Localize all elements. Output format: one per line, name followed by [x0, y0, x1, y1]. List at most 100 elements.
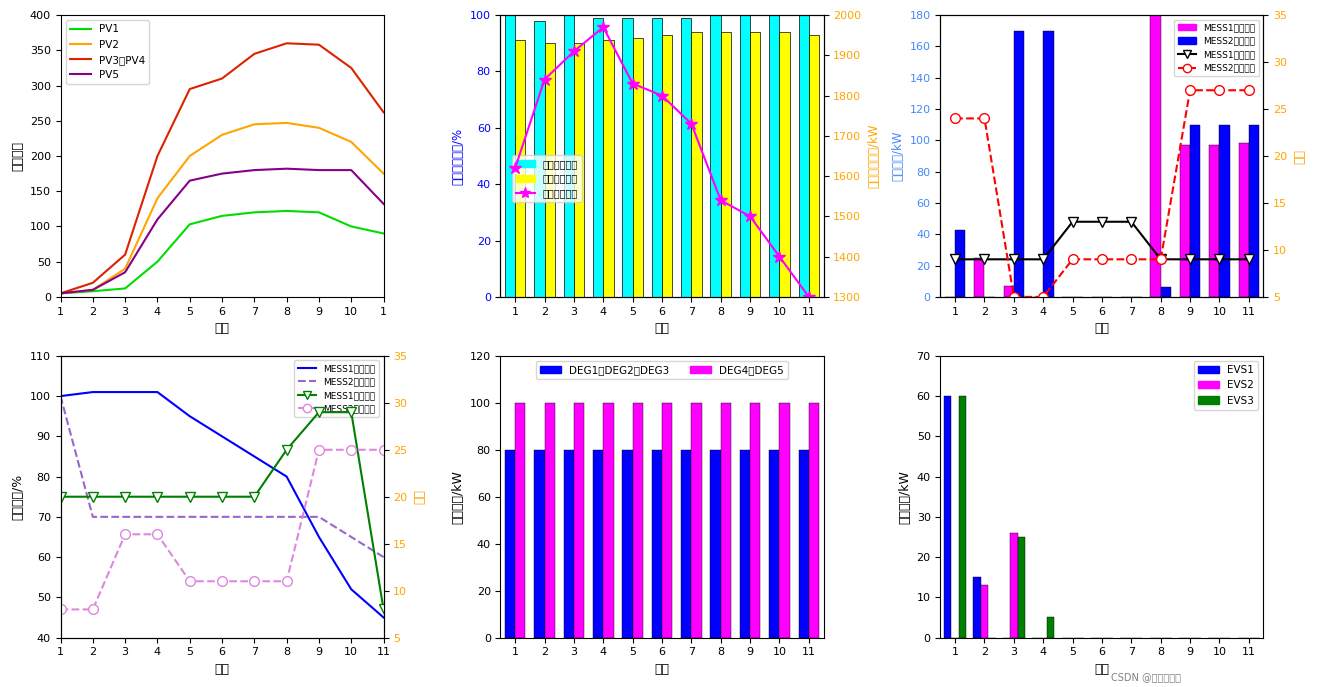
Bar	[1043, 31, 1054, 297]
Legend: PV1, PV2, PV3、PV4, PV5: PV1, PV2, PV3、PV4, PV5	[66, 21, 149, 85]
Bar	[955, 229, 965, 297]
Y-axis label: 储电状态/%: 储电状态/%	[12, 473, 24, 520]
PV3、PV4	[311, 41, 327, 49]
Bar	[681, 18, 691, 297]
PV1	[344, 223, 360, 231]
PV2	[375, 170, 391, 178]
Bar	[720, 32, 731, 297]
Bar	[1018, 537, 1025, 638]
Bar	[1160, 287, 1171, 297]
PV5	[279, 165, 295, 173]
Y-axis label: 有功功率/kW: 有功功率/kW	[452, 470, 464, 523]
PV2	[215, 131, 230, 139]
Y-axis label: 负荷恢复比例/%: 负荷恢复比例/%	[452, 127, 464, 185]
Line: PV5: PV5	[61, 169, 383, 293]
Bar	[740, 15, 751, 297]
PV5	[117, 268, 133, 276]
Bar	[504, 450, 515, 638]
PV3、PV4	[215, 74, 230, 82]
PV2	[311, 124, 327, 132]
Bar	[662, 403, 672, 638]
PV5	[375, 200, 391, 208]
Bar	[593, 18, 603, 297]
X-axis label: 时刻: 时刻	[655, 322, 669, 335]
Bar	[662, 35, 672, 297]
PV5	[311, 166, 327, 174]
Bar	[751, 32, 760, 297]
Bar	[603, 41, 614, 297]
Bar	[959, 396, 967, 638]
Line: PV3、PV4: PV3、PV4	[61, 43, 383, 293]
PV5	[84, 286, 100, 294]
X-axis label: 时刻: 时刻	[655, 663, 669, 676]
PV3、PV4	[344, 64, 360, 72]
Bar	[975, 258, 985, 297]
Legend: MESS1荷电状态, MESS2荷电状态, MESS1接入位置, MESS2接入位置: MESS1荷电状态, MESS2荷电状态, MESS1接入位置, MESS2接入…	[295, 361, 379, 417]
Bar	[1151, 15, 1160, 297]
Bar	[973, 577, 981, 638]
PV1	[375, 229, 391, 238]
Bar	[535, 450, 544, 638]
Bar	[1209, 145, 1220, 297]
PV1	[246, 208, 262, 216]
PV2	[117, 264, 133, 273]
Bar	[681, 450, 691, 638]
Y-axis label: 节点: 节点	[414, 489, 425, 504]
PV5	[53, 289, 68, 297]
PV5	[246, 166, 262, 174]
Bar	[710, 15, 720, 297]
PV1	[117, 284, 133, 293]
Bar	[632, 38, 643, 297]
Bar	[780, 403, 790, 638]
Bar	[751, 403, 760, 638]
Bar	[1180, 145, 1191, 297]
PV2	[344, 138, 360, 146]
PV2	[182, 152, 198, 160]
Bar	[574, 43, 585, 297]
Bar	[691, 403, 702, 638]
Bar	[1047, 618, 1054, 638]
PV3、PV4	[53, 289, 68, 297]
Bar	[740, 450, 751, 638]
Bar	[1191, 125, 1200, 297]
PV3、PV4	[182, 85, 198, 93]
Bar	[504, 15, 515, 297]
Bar	[769, 450, 780, 638]
Bar	[544, 43, 554, 297]
Bar	[691, 32, 702, 297]
Line: PV2: PV2	[61, 123, 383, 293]
Bar	[632, 403, 643, 638]
Bar	[593, 450, 603, 638]
Bar	[981, 585, 988, 638]
Bar	[710, 450, 720, 638]
Legend: EVS1, EVS2, EVS3: EVS1, EVS2, EVS3	[1195, 361, 1258, 409]
Bar	[574, 403, 585, 638]
Bar	[564, 450, 574, 638]
PV5	[215, 170, 230, 178]
Bar	[1004, 286, 1014, 297]
Bar	[720, 403, 731, 638]
PV3、PV4	[246, 49, 262, 58]
PV1	[215, 212, 230, 220]
PV2	[279, 119, 295, 127]
Bar	[623, 450, 632, 638]
Bar	[564, 15, 574, 297]
Bar	[944, 396, 951, 638]
Bar	[1014, 31, 1025, 297]
PV3、PV4	[117, 251, 133, 259]
Bar	[1249, 125, 1259, 297]
Legend: 重要负荷节点, 普通负荷节点, 供电负荷功率: 重要负荷节点, 普通负荷节点, 供电负荷功率	[512, 155, 582, 202]
Bar	[798, 450, 809, 638]
Y-axis label: 供电负荷功率/kW: 供电负荷功率/kW	[867, 124, 880, 188]
PV1	[53, 289, 68, 297]
PV2	[84, 286, 100, 294]
Bar	[798, 15, 809, 297]
PV2	[246, 120, 262, 128]
Bar	[769, 15, 780, 297]
PV5	[344, 166, 360, 174]
Line: PV1: PV1	[61, 211, 383, 293]
PV3、PV4	[375, 108, 391, 116]
Bar	[535, 21, 544, 297]
PV1	[182, 221, 198, 229]
Bar	[623, 18, 632, 297]
